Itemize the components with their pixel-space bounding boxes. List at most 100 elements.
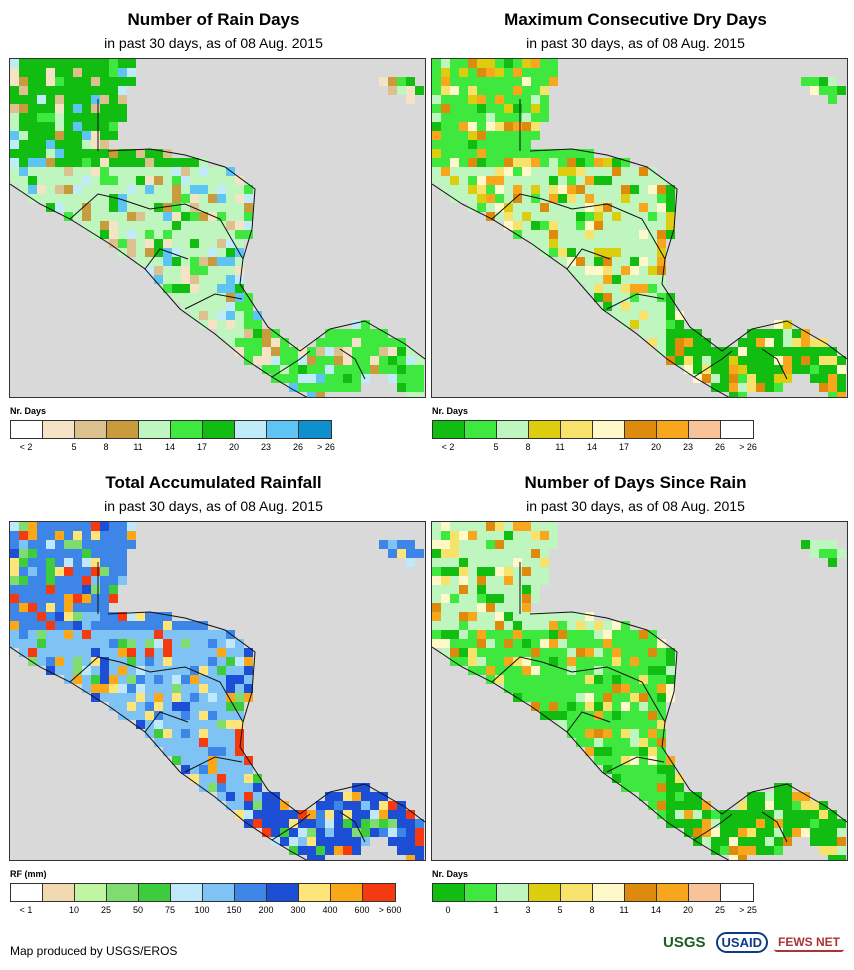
grid-cell — [118, 675, 127, 684]
grid-cell — [181, 302, 190, 311]
grid-cell — [136, 176, 145, 185]
grid-cell — [181, 693, 190, 702]
grid-cell — [163, 230, 172, 239]
grid-cell — [262, 329, 271, 338]
grid-cell — [810, 801, 819, 810]
grid-cell — [109, 558, 118, 567]
grid-cell — [199, 221, 208, 230]
grid-cell — [46, 549, 55, 558]
grid-cell — [397, 549, 406, 558]
grid-cell — [468, 522, 477, 531]
grid-cell — [756, 383, 765, 392]
grid-cell — [28, 68, 37, 77]
grid-cell — [810, 828, 819, 837]
grid-cell — [109, 567, 118, 576]
grid-cell — [540, 621, 549, 630]
grid-cell — [495, 104, 504, 113]
grid-cell — [621, 311, 630, 320]
grid-cell — [648, 666, 657, 675]
country-border — [541, 198, 666, 260]
grid-cell — [648, 284, 657, 293]
grid-cell — [226, 248, 235, 257]
grid-cell — [28, 59, 37, 68]
grid-cell — [199, 311, 208, 320]
grid-cell — [73, 212, 82, 221]
grid-cell — [639, 738, 648, 747]
grid-cell — [19, 594, 28, 603]
grid-cell — [100, 684, 109, 693]
grid-cell — [199, 702, 208, 711]
grid-cell — [558, 612, 567, 621]
grid-cell — [55, 576, 64, 585]
grid-cell — [621, 657, 630, 666]
grid-cell — [576, 648, 585, 657]
grid-cell — [154, 221, 163, 230]
grid-cell — [154, 248, 163, 257]
grid-cell — [388, 347, 397, 356]
grid-cell — [199, 756, 208, 765]
country-border — [107, 148, 425, 360]
grid-cell — [217, 657, 226, 666]
grid-cell — [702, 801, 711, 810]
grid-cell — [468, 540, 477, 549]
grid-cell — [406, 810, 415, 819]
grid-cell — [495, 122, 504, 131]
grid-cell — [819, 540, 828, 549]
grid-cell — [163, 266, 172, 275]
grid-cell — [504, 59, 513, 68]
grid-cell — [235, 203, 244, 212]
grid-cell — [118, 212, 127, 221]
grid-cell — [585, 257, 594, 266]
grid-cell — [531, 59, 540, 68]
grid-cell — [576, 266, 585, 275]
grid-cell — [657, 747, 666, 756]
grid-cell — [118, 68, 127, 77]
legend-swatch — [75, 421, 107, 438]
grid-cell — [765, 792, 774, 801]
grid-cell — [19, 630, 28, 639]
grid-cell — [684, 810, 693, 819]
grid-cell — [37, 567, 46, 576]
grid-cell — [441, 113, 450, 122]
grid-cell — [567, 648, 576, 657]
grid-cell — [154, 621, 163, 630]
grid-cell — [648, 185, 657, 194]
grid-cell — [307, 374, 316, 383]
grid-cell — [199, 783, 208, 792]
grid-cell — [567, 630, 576, 639]
grid-cell — [172, 239, 181, 248]
grid-cell — [208, 293, 217, 302]
grid-cell — [127, 684, 136, 693]
grid-cell — [226, 756, 235, 765]
grid-cell — [594, 230, 603, 239]
grid-cell — [729, 819, 738, 828]
grid-cell — [397, 540, 406, 549]
grid-cell — [46, 59, 55, 68]
grid-cell — [594, 747, 603, 756]
grid-cell — [226, 747, 235, 756]
grid-cell — [100, 131, 109, 140]
grid-cell — [531, 702, 540, 711]
grid-cell — [118, 666, 127, 675]
grid-cell — [459, 68, 468, 77]
grid-cell — [73, 68, 82, 77]
country-border — [566, 711, 611, 733]
grid-cell — [64, 59, 73, 68]
grid-cell — [145, 239, 154, 248]
grid-cell — [666, 819, 675, 828]
grid-cell — [118, 621, 127, 630]
legend-swatch — [171, 884, 203, 901]
legend-label: 11 — [555, 442, 565, 452]
grid-cell — [190, 212, 199, 221]
grid-cell — [208, 230, 217, 239]
grid-cell — [91, 104, 100, 113]
grid-cell — [630, 756, 639, 765]
grid-cell — [91, 176, 100, 185]
grid-cell — [513, 630, 522, 639]
grid-cell — [226, 302, 235, 311]
grid-cell — [612, 212, 621, 221]
grid-cell — [621, 176, 630, 185]
grid-cell — [325, 837, 334, 846]
grid-cell — [10, 104, 19, 113]
grid-cell — [82, 603, 91, 612]
